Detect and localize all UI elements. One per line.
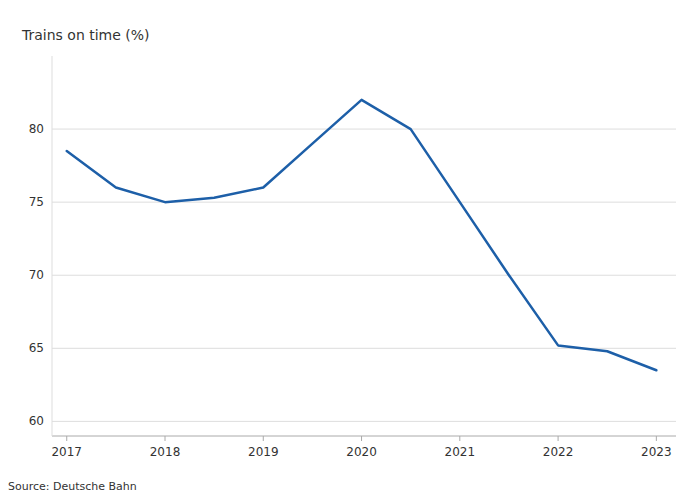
x-tick-label: 2020 [346, 445, 377, 459]
x-tick [361, 436, 362, 441]
y-grid-line [52, 129, 676, 130]
data-line [67, 100, 657, 370]
plot-area [67, 100, 657, 370]
x-tick-label: 2023 [641, 445, 672, 459]
y-tick-label: 80 [29, 122, 44, 136]
y-tick-label: 65 [29, 341, 44, 355]
x-axis: 2017 2018 2019 2020 2021 2022 2023 [51, 436, 671, 459]
y-tick-label: 70 [29, 268, 44, 282]
grid [52, 129, 676, 421]
y-tick-label: 60 [29, 414, 44, 428]
x-tick [656, 436, 657, 441]
chart-svg: 2017 2018 2019 2020 2021 2022 2023 60 65 70 75 80 Tr… [0, 0, 700, 500]
x-tick [558, 436, 559, 441]
x-tick [66, 436, 67, 441]
x-tick [459, 436, 460, 441]
y-grid-line [52, 421, 676, 422]
source-annotation: Source: Deutsche Bahn [8, 480, 137, 493]
x-tick-label: 2021 [445, 445, 476, 459]
chart-container: 2017 2018 2019 2020 2021 2022 2023 60 65 70 75 80 Tr… [0, 0, 700, 500]
x-tick [165, 436, 166, 441]
x-tick-label: 2017 [51, 445, 82, 459]
x-tick-label: 2018 [150, 445, 181, 459]
y-grid-line [52, 275, 676, 276]
x-tick-label: 2019 [248, 445, 279, 459]
x-tick-label: 2022 [543, 445, 574, 459]
y-axis: 60 65 70 75 80 [29, 122, 44, 428]
x-tick [263, 436, 264, 441]
y-axis-line [52, 56, 53, 436]
y-axis-label: Trains on time (%) [21, 27, 150, 43]
y-grid-line [52, 202, 676, 203]
y-tick-label: 75 [29, 195, 44, 209]
x-axis-line [52, 436, 676, 437]
